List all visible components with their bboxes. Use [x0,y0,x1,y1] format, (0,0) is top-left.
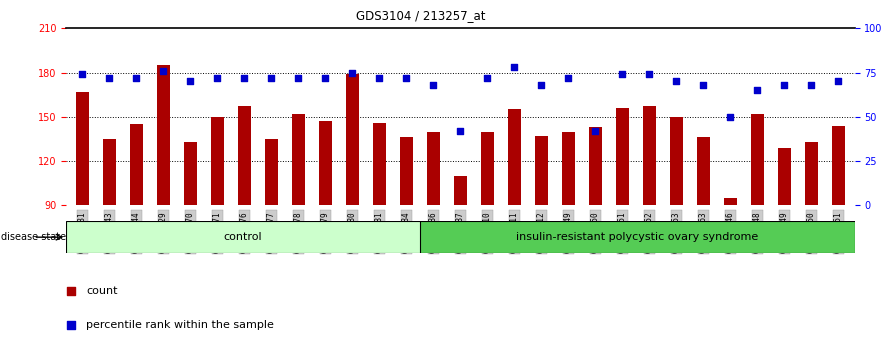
Text: insulin-resistant polycystic ovary syndrome: insulin-resistant polycystic ovary syndr… [516,232,759,242]
Bar [616,108,629,205]
Bar [804,142,818,205]
Text: count: count [86,286,117,296]
Point [480,75,494,81]
Point [75,72,89,77]
Bar [102,139,116,205]
Bar [66,221,419,253]
Point [804,82,818,88]
Bar [183,142,197,205]
Bar [130,124,143,205]
Point [211,75,225,81]
Point [264,75,278,81]
Bar [373,123,386,205]
Point [589,128,603,134]
Bar [454,176,467,205]
Text: control: control [224,232,263,242]
Point [615,72,629,77]
Bar [238,107,251,205]
Bar [832,126,845,205]
Point [237,75,251,81]
Point [373,75,387,81]
Bar [778,148,791,205]
Point [183,79,197,84]
Point [751,87,765,93]
Bar [507,109,521,205]
Point [696,82,710,88]
Point [102,75,116,81]
Bar [76,92,89,205]
Bar [345,74,359,205]
Point [292,75,306,81]
Point [777,82,791,88]
Text: disease state: disease state [1,232,66,242]
Point [642,72,656,77]
Bar [642,107,656,205]
Bar [400,137,413,205]
Bar [264,139,278,205]
Bar [319,121,332,205]
Point [426,82,440,88]
Text: GDS3104 / 213257_at: GDS3104 / 213257_at [356,9,485,22]
Point [561,75,575,81]
Point [156,68,170,74]
Bar [723,198,737,205]
Point [723,114,737,120]
Bar [292,114,305,205]
Point [130,75,144,81]
Point [318,75,332,81]
Point [832,79,846,84]
Bar [419,221,855,253]
Point [534,82,548,88]
Point [328,107,342,113]
Point [345,70,359,75]
Bar [535,136,548,205]
Bar [561,132,575,205]
Bar [697,137,710,205]
Bar [157,65,170,205]
Point [453,128,467,134]
Point [670,79,684,84]
Point [507,64,522,70]
Bar [670,117,683,205]
Bar [480,132,494,205]
Bar [751,114,764,205]
Bar [211,117,224,205]
Point [399,75,413,81]
Text: percentile rank within the sample: percentile rank within the sample [86,320,274,330]
Bar [426,132,440,205]
Bar [589,127,602,205]
